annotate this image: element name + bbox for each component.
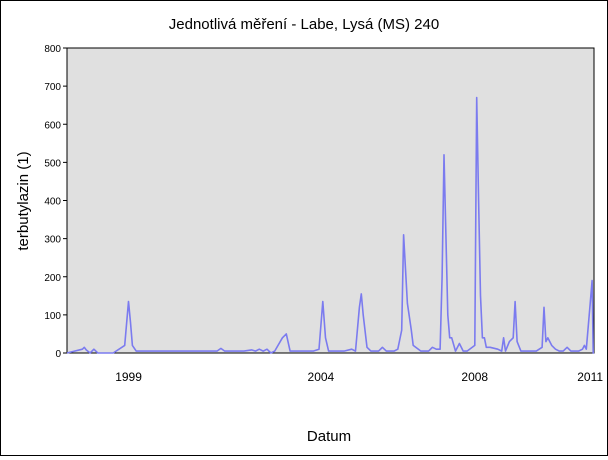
y-tick-label: 800 xyxy=(44,44,61,55)
x-tick-label: 2011 xyxy=(577,370,603,384)
x-axis-label: Datum xyxy=(307,428,351,445)
y-axis: 0 100 200 300 400 500 600 700 800 xyxy=(44,44,67,360)
y-tick-label: 600 xyxy=(44,120,61,131)
series-line xyxy=(66,96,595,354)
y-axis-label: terbutylazin (1) xyxy=(15,151,32,250)
y-tick-label: 200 xyxy=(44,273,61,284)
y-tick-label: 400 xyxy=(44,197,61,208)
plot-area xyxy=(66,47,595,354)
x-tick-label: 1999 xyxy=(115,370,142,384)
y-tick-label: 100 xyxy=(44,311,61,322)
y-tick-label: 0 xyxy=(55,349,61,360)
x-tick-label: 2008 xyxy=(461,370,488,384)
y-tick-label: 500 xyxy=(44,158,61,169)
x-tick-label: 2004 xyxy=(308,370,335,384)
y-tick-label: 300 xyxy=(44,235,61,246)
chart-title: Jednotlivá měření - Labe, Lysá (MS) 240 xyxy=(169,16,439,33)
x-axis: 1999 2004 2008 2011 xyxy=(115,370,603,384)
y-tick-label: 700 xyxy=(44,82,61,93)
